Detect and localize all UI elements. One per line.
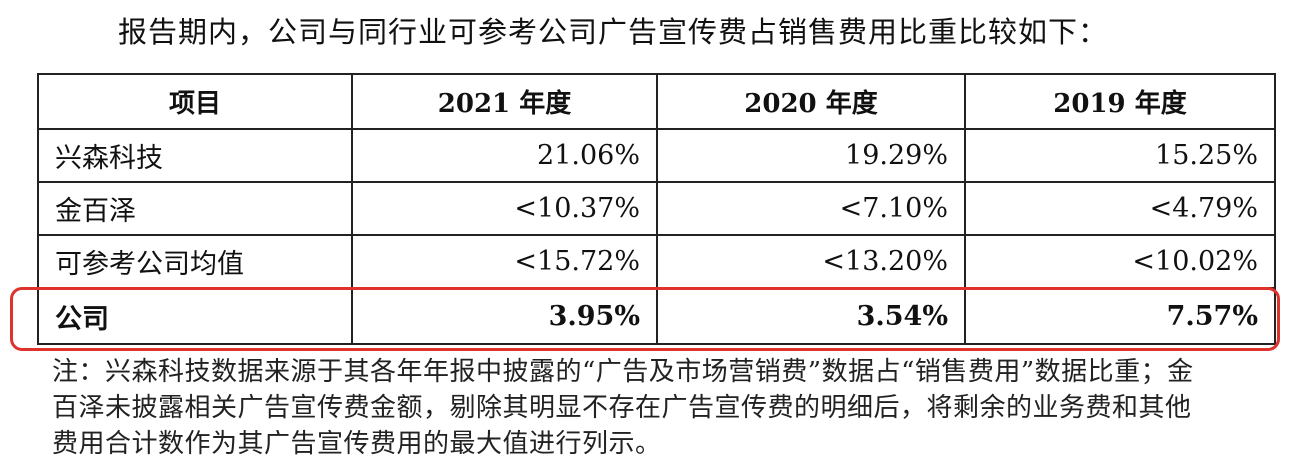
cell-value: <7.10% bbox=[656, 181, 966, 236]
table-row: 金百泽 <10.37% <7.10% <4.79% bbox=[37, 181, 1276, 236]
cell-value: 19.29% bbox=[656, 128, 966, 183]
cell-value: 3.95% bbox=[351, 287, 658, 345]
table-row: 兴森科技 21.06% 19.29% 15.25% bbox=[37, 128, 1276, 183]
footnote-line: 费用合计数作为其广告宣传费用的最大值进行列示。 bbox=[52, 429, 662, 459]
row-label: 兴森科技 bbox=[37, 128, 353, 183]
header-2021: 2021 年度 bbox=[351, 73, 658, 130]
row-label: 公司 bbox=[37, 287, 353, 345]
cell-value: <15.72% bbox=[351, 234, 658, 289]
header-2020: 2020 年度 bbox=[656, 73, 966, 130]
comparison-table-container: 项目 2021 年度 2020 年度 2019 年度 兴森科技 21.06% 1… bbox=[37, 73, 1276, 345]
footnote-line: 注：兴森科技数据来源于其各年年报中披露的“广告及市场营销费”数据占“销售费用”数… bbox=[52, 357, 1194, 387]
cell-value: <10.02% bbox=[964, 234, 1276, 289]
cell-value: 3.54% bbox=[656, 287, 966, 345]
cell-value: 15.25% bbox=[964, 128, 1276, 183]
footnote: 注：兴森科技数据来源于其各年年报中披露的“广告及市场营销费”数据占“销售费用”数… bbox=[52, 354, 1262, 462]
intro-text: 报告期内，公司与同行业可参考公司广告宣传费占销售费用比重比较如下： bbox=[118, 15, 1109, 49]
cell-value: <10.37% bbox=[351, 181, 658, 236]
header-item: 项目 bbox=[37, 73, 353, 130]
comparison-table: 项目 2021 年度 2020 年度 2019 年度 兴森科技 21.06% 1… bbox=[37, 73, 1276, 345]
table-row-company: 公司 3.95% 3.54% 7.57% bbox=[37, 287, 1276, 345]
cell-value: 7.57% bbox=[964, 287, 1276, 345]
cell-value: <4.79% bbox=[964, 181, 1276, 236]
table-row: 可参考公司均值 <15.72% <13.20% <10.02% bbox=[37, 234, 1276, 289]
table-header-row: 项目 2021 年度 2020 年度 2019 年度 bbox=[37, 73, 1276, 130]
header-2019: 2019 年度 bbox=[964, 73, 1276, 130]
row-label: 金百泽 bbox=[37, 181, 353, 236]
footnote-line: 百泽未披露相关广告宣传费金额，剔除其明显不存在广告宣传费的明细后，将剩余的业务费… bbox=[52, 393, 1192, 423]
row-label: 可参考公司均值 bbox=[37, 234, 353, 289]
cell-value: <13.20% bbox=[656, 234, 966, 289]
cell-value: 21.06% bbox=[351, 128, 658, 183]
